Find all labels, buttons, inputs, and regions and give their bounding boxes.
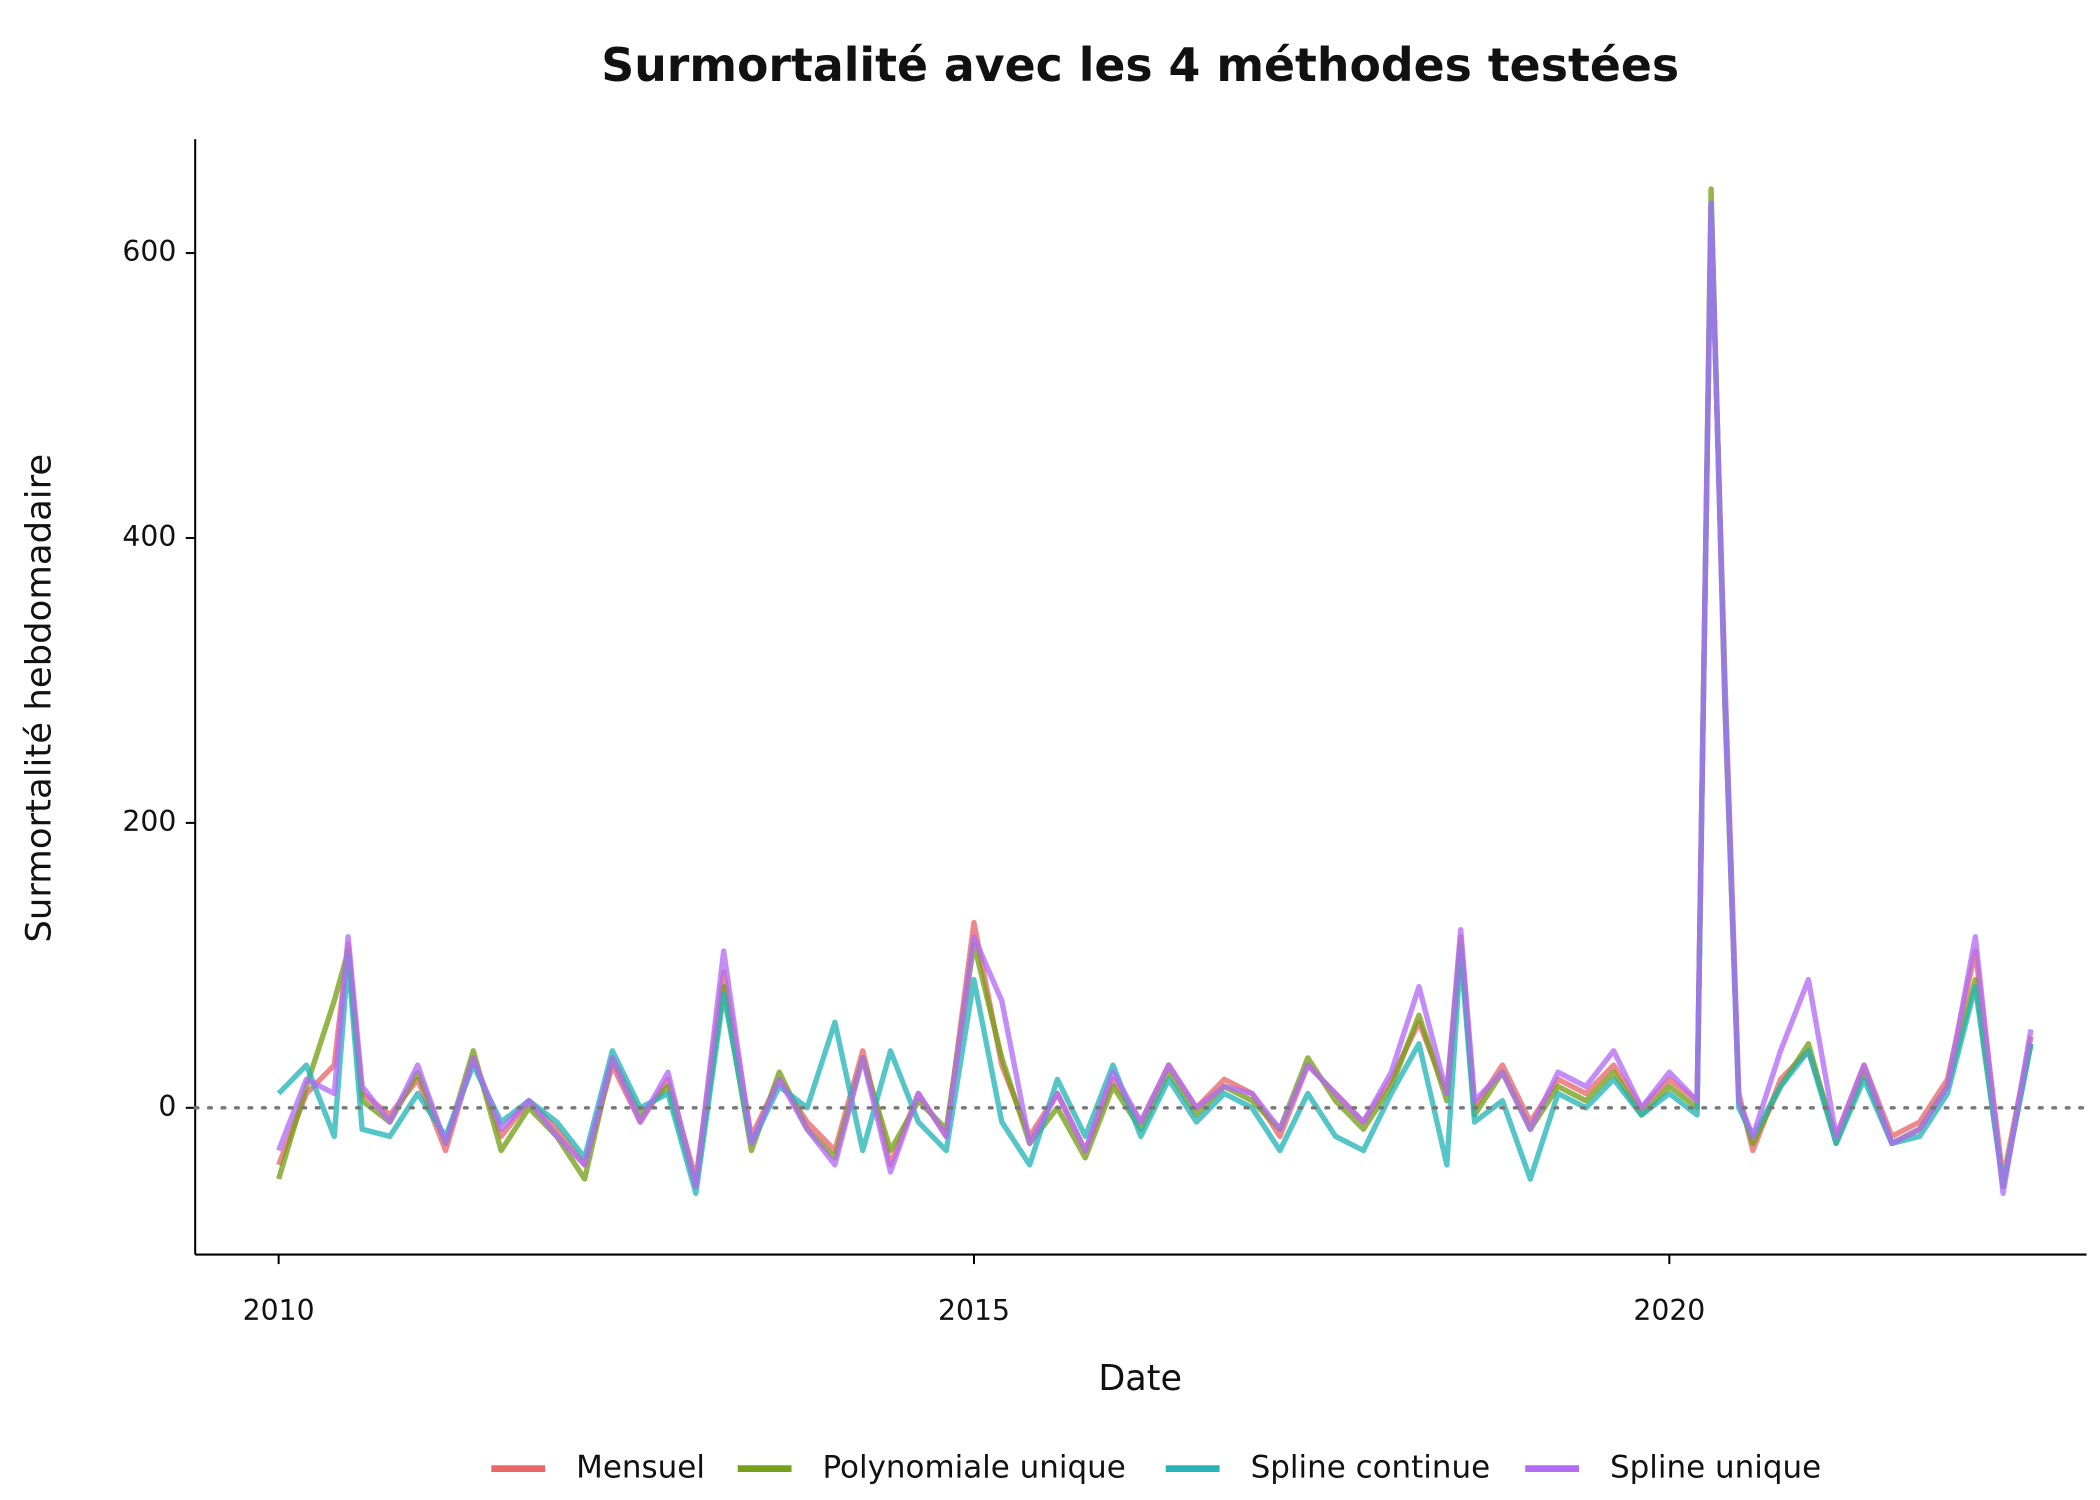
x-tick-label: 2010 (243, 1294, 315, 1327)
legend-label: Polynomiale unique (823, 1450, 1126, 1486)
series-line (276, 207, 2034, 1182)
series-line (276, 186, 2034, 1189)
y-tick-label: 600 (122, 235, 176, 268)
y-axis-title: Surmortalité hebdomadaire (19, 454, 60, 943)
series-line (276, 200, 2034, 1197)
legend-label: Spline continue (1251, 1450, 1491, 1486)
chart-title: Surmortalité avec les 4 méthodes testées (601, 37, 1679, 91)
legend-label: Spline unique (1610, 1450, 1821, 1486)
series-line (276, 200, 2034, 1197)
x-axis-title: Date (1098, 1358, 1182, 1399)
y-tick-label: 200 (122, 805, 176, 838)
x-tick-label: 2020 (1633, 1294, 1705, 1327)
x-tick-label: 2015 (938, 1294, 1010, 1327)
legend-label: Mensuel (576, 1450, 705, 1486)
y-tick-label: 400 (122, 520, 176, 553)
y-tick-label: 0 (158, 1090, 176, 1123)
